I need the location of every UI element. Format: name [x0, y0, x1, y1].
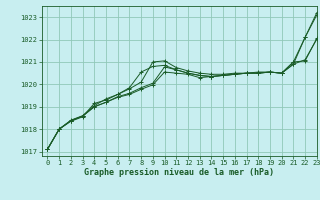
X-axis label: Graphe pression niveau de la mer (hPa): Graphe pression niveau de la mer (hPa)	[84, 168, 274, 177]
